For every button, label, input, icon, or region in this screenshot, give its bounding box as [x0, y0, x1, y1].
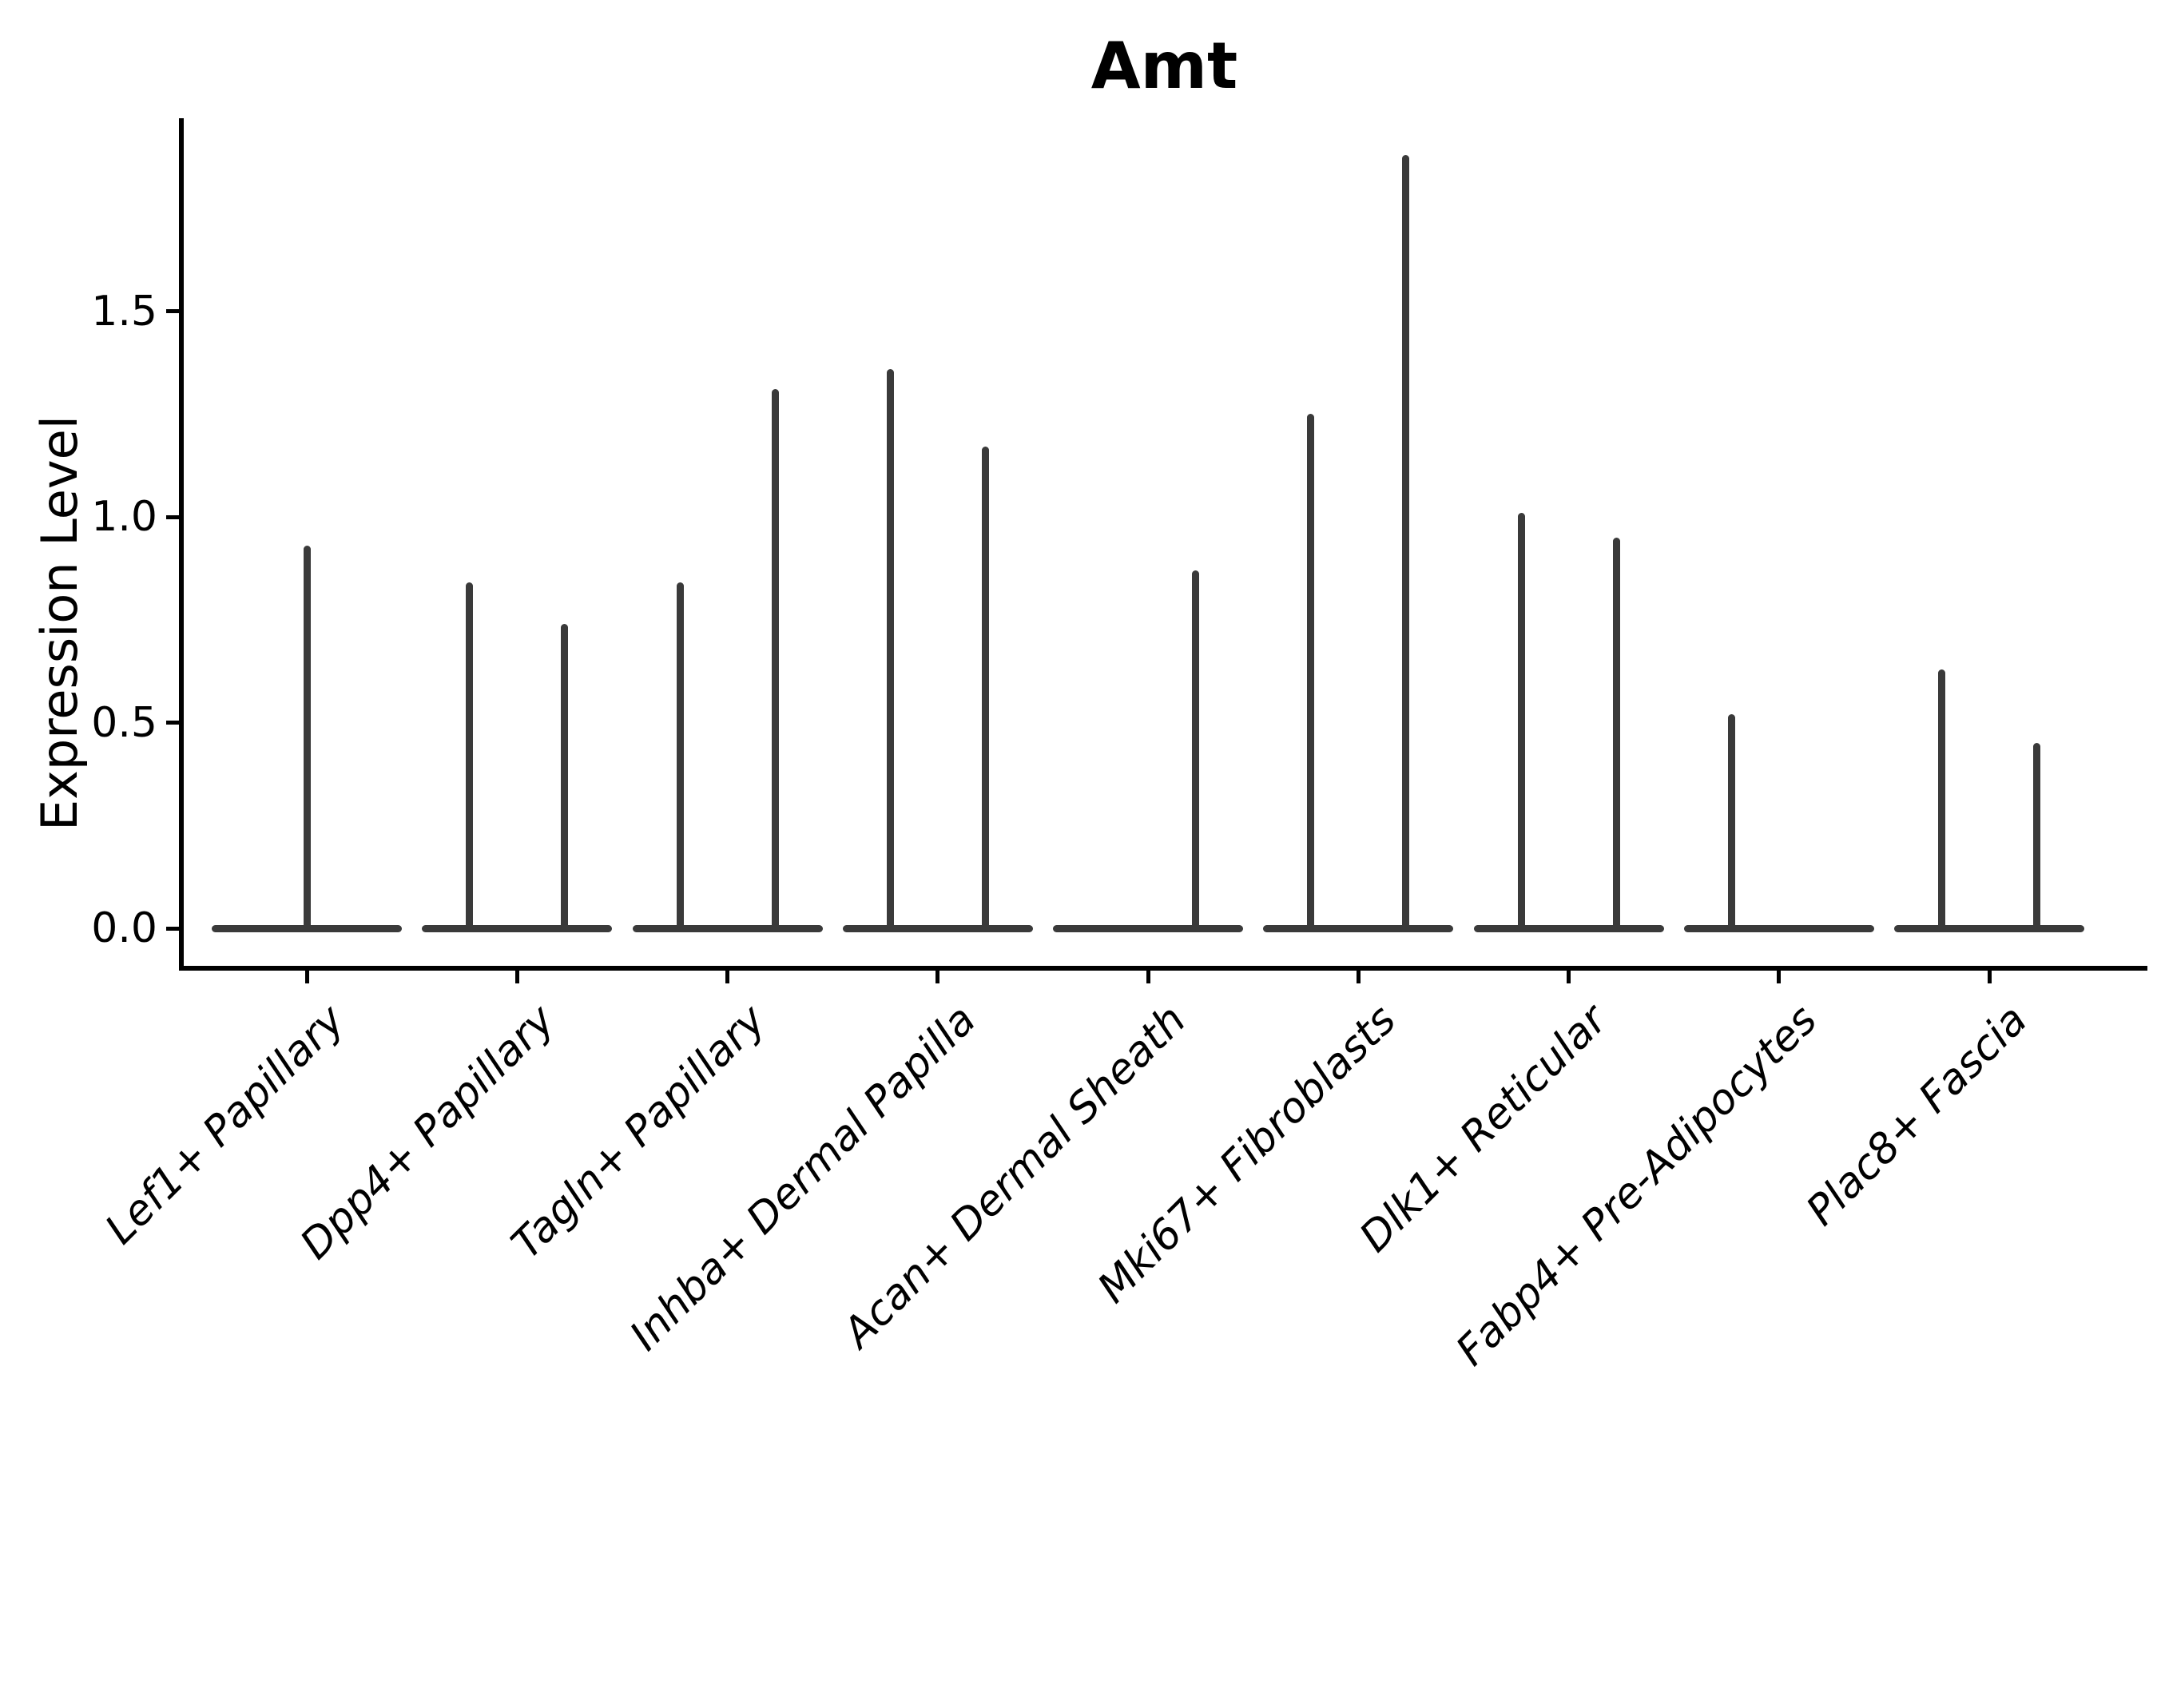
violin-density-spike	[1402, 154, 1410, 931]
x-axis-tick	[304, 971, 309, 983]
violin-density-spike	[561, 623, 569, 931]
y-axis-tick	[166, 721, 179, 725]
x-axis-tick	[1356, 971, 1361, 983]
y-axis-tick-label: 0.5	[91, 698, 157, 747]
x-axis-tick	[1567, 971, 1571, 983]
x-axis-tick-label: Inhba+ Dermal Papilla	[621, 995, 985, 1360]
violin-baseline	[842, 924, 1033, 932]
y-axis-tick	[166, 926, 179, 931]
x-axis-tick	[725, 971, 729, 983]
x-axis-spine	[179, 966, 2147, 971]
y-axis-tick-label: 1.5	[91, 287, 157, 336]
x-axis-tick-label: Acan+ Dermal Sheath	[834, 995, 1196, 1357]
y-axis-tick-label: 0.0	[91, 904, 157, 952]
y-axis-tick	[166, 514, 179, 519]
violin-density-spike	[1612, 537, 1620, 931]
x-axis-tick	[1777, 971, 1782, 983]
x-axis-tick	[935, 971, 940, 983]
x-axis-tick-label: Tagln+ Papillary	[502, 995, 775, 1269]
y-axis-tick	[166, 309, 179, 313]
x-axis-tick-label: Dlk1+ Reticular	[1350, 995, 1616, 1262]
y-axis-tick-label: 1.0	[91, 493, 157, 541]
violin-density-spike	[1192, 570, 1199, 931]
violin-density-spike	[1517, 512, 1525, 931]
violin-density-spike	[1307, 414, 1315, 931]
violin-baseline	[632, 924, 823, 932]
violin-density-spike	[1727, 714, 1735, 931]
violin-baseline	[1473, 924, 1664, 932]
x-axis-tick-label: Mki67+ Fibroblasts	[1089, 995, 1406, 1313]
violin-baseline	[1683, 924, 1874, 932]
violin-density-spike	[676, 582, 684, 931]
violin-figure: Amt Expression Level 0.0 0.5 1.0 1.5 Lef1+ P…	[30, 29, 2147, 1376]
x-axis-tick	[1987, 971, 1992, 983]
violin-density-spike	[303, 546, 311, 931]
x-axis-tick-label: Fabp4+ Pre-Adipocytes	[1447, 995, 1826, 1376]
violin-density-spike	[466, 582, 474, 931]
x-axis-tick	[514, 971, 519, 983]
x-axis-tick-label: Plac8+ Fascia	[1797, 995, 2037, 1235]
x-axis-tick	[1146, 971, 1150, 983]
chart-title: Amt	[1090, 29, 1238, 103]
y-axis-label: Expression Level	[30, 415, 89, 831]
y-axis-spine	[179, 118, 184, 971]
violin-baseline	[422, 924, 613, 932]
violin-density-spike	[2033, 743, 2040, 931]
violin-baseline	[1053, 924, 1243, 932]
violin-density-spike	[981, 447, 989, 931]
violin-baseline	[1894, 924, 2084, 932]
violin-density-spike	[886, 368, 894, 931]
violin-density-spike	[771, 389, 779, 931]
violin-baseline	[1263, 924, 1454, 932]
violin-density-spike	[1938, 669, 1945, 931]
